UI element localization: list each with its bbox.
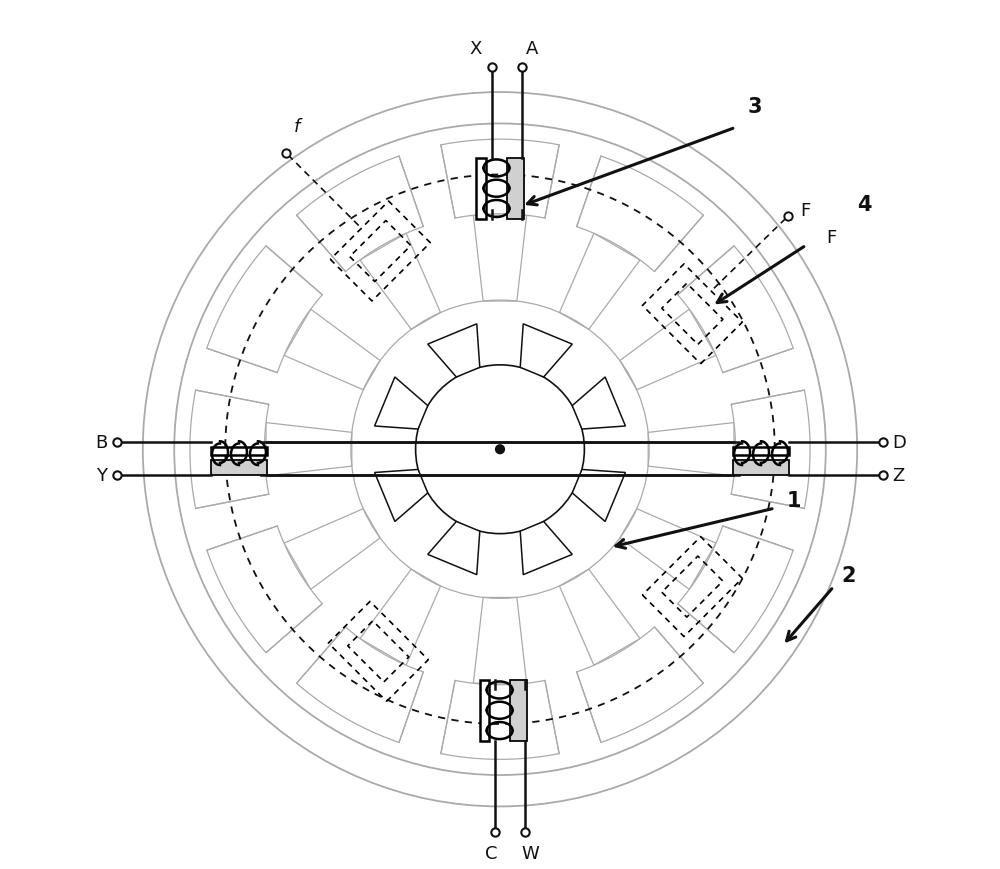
Polygon shape: [577, 157, 703, 272]
Polygon shape: [572, 377, 625, 429]
Polygon shape: [648, 423, 734, 476]
Polygon shape: [572, 470, 625, 522]
Bar: [510, 680, 527, 741]
Text: X: X: [470, 40, 482, 57]
Polygon shape: [473, 216, 527, 302]
Polygon shape: [428, 324, 480, 377]
Text: Y: Y: [96, 466, 107, 484]
Text: 3: 3: [747, 96, 762, 116]
Bar: [733, 448, 789, 456]
Text: 1: 1: [787, 491, 801, 511]
Polygon shape: [190, 391, 269, 509]
Polygon shape: [360, 569, 441, 666]
Polygon shape: [559, 234, 640, 330]
Bar: [733, 460, 789, 475]
Polygon shape: [620, 310, 716, 390]
Circle shape: [416, 366, 584, 534]
Polygon shape: [678, 247, 793, 373]
Text: C: C: [485, 845, 498, 863]
Text: D: D: [893, 434, 906, 452]
Polygon shape: [360, 234, 441, 330]
Bar: [476, 159, 486, 219]
Polygon shape: [207, 527, 322, 653]
Bar: [480, 680, 489, 741]
Bar: [211, 448, 267, 456]
Polygon shape: [297, 157, 423, 272]
Bar: [507, 159, 524, 219]
Text: A: A: [526, 40, 539, 57]
Polygon shape: [559, 569, 640, 666]
Text: F: F: [826, 229, 836, 247]
Polygon shape: [520, 522, 572, 575]
Polygon shape: [577, 627, 703, 743]
Polygon shape: [266, 423, 352, 476]
Polygon shape: [297, 627, 423, 743]
Text: 2: 2: [841, 565, 856, 585]
Text: 4: 4: [857, 195, 872, 215]
Polygon shape: [428, 522, 480, 575]
Polygon shape: [441, 680, 559, 760]
Bar: [211, 460, 267, 475]
Polygon shape: [441, 140, 559, 219]
Text: F: F: [800, 202, 811, 220]
Text: W: W: [522, 845, 539, 863]
Text: B: B: [95, 434, 107, 452]
Text: Z: Z: [893, 466, 905, 484]
Circle shape: [495, 445, 505, 454]
Polygon shape: [520, 324, 572, 377]
Polygon shape: [284, 509, 380, 590]
Polygon shape: [375, 470, 428, 522]
Polygon shape: [731, 391, 810, 509]
Polygon shape: [375, 377, 428, 429]
Polygon shape: [620, 509, 716, 590]
Text: f: f: [294, 118, 300, 136]
Polygon shape: [207, 247, 322, 373]
Polygon shape: [284, 310, 380, 390]
Polygon shape: [678, 527, 793, 653]
Polygon shape: [473, 598, 527, 683]
